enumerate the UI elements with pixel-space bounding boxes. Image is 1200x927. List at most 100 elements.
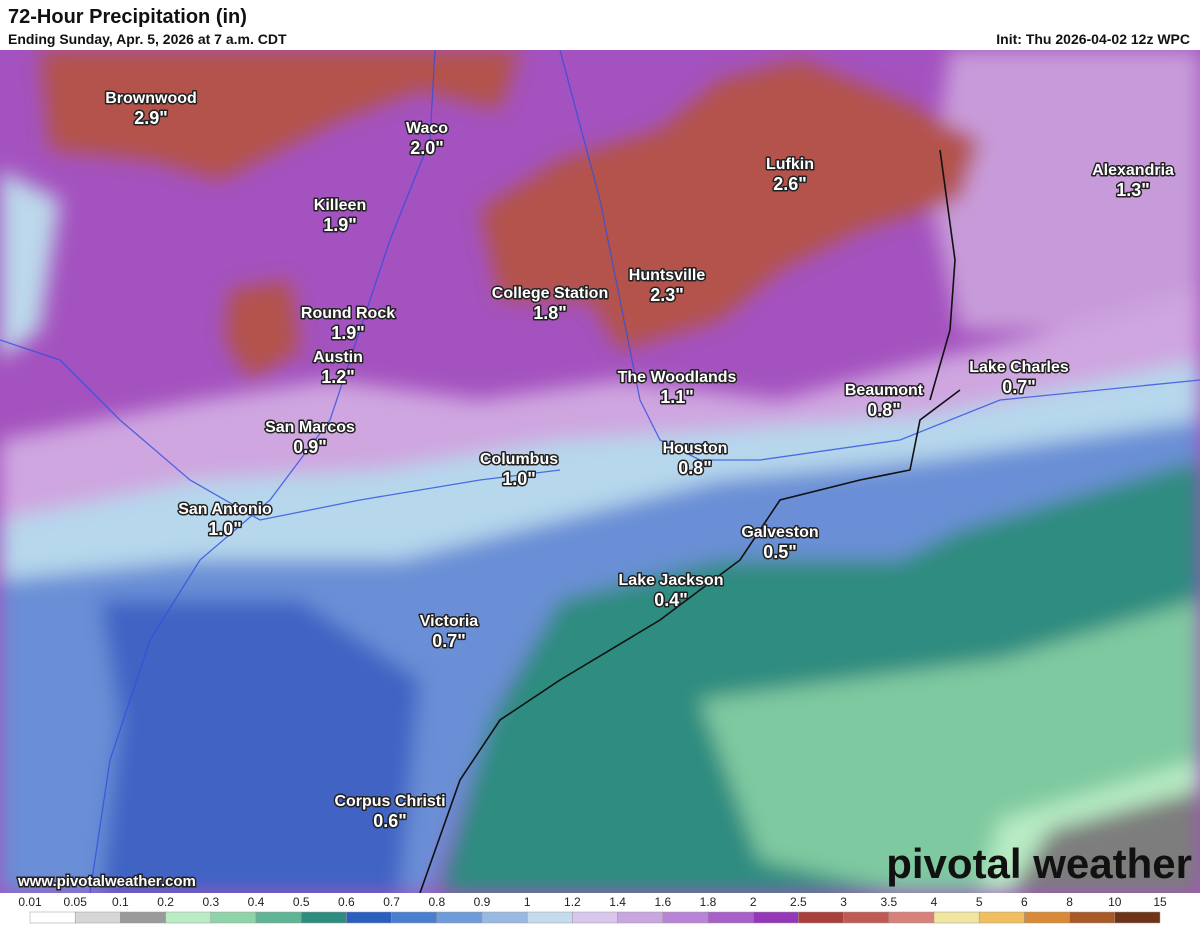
scale-swatch [165, 911, 212, 924]
scale-label: 0.5 [293, 895, 310, 909]
city-amount: 0.9" [293, 437, 327, 457]
scale-swatch [526, 911, 573, 924]
city-name: Columbus [480, 451, 558, 468]
brand: pivotal weather [886, 840, 1192, 887]
city-name: The Woodlands [618, 369, 737, 386]
scale-label: 0.6 [338, 895, 355, 909]
city-name: Victoria [420, 613, 479, 630]
city-name: Killeen [314, 197, 366, 214]
scale-label: 0.2 [157, 895, 174, 909]
scale-swatch [255, 911, 302, 924]
scale-swatch [391, 911, 438, 924]
scale-label: 1 [524, 895, 531, 909]
scale-swatch [346, 911, 392, 924]
city-amount: 1.9" [331, 323, 365, 343]
scale-swatch [662, 911, 709, 924]
city-name: Lake Charles [969, 359, 1069, 376]
scale-label: 1.4 [609, 895, 626, 909]
city-name: Corpus Christi [334, 793, 445, 810]
city-name: Galveston [741, 524, 818, 541]
city-amount: 1.2" [321, 367, 355, 387]
city-amount: 1.1" [660, 387, 694, 407]
scale-label: 6 [1021, 895, 1028, 909]
city-name: San Antonio [178, 501, 272, 518]
scale-label: 3 [840, 895, 847, 909]
scale-label: 1.6 [654, 895, 671, 909]
city-amount: 1.8" [533, 303, 567, 323]
scale-swatch [1069, 911, 1116, 924]
city-amount: 2.6" [773, 174, 807, 194]
city-amount: 0.4" [654, 590, 688, 610]
city-name: Lufkin [766, 156, 814, 173]
scale-label: 15 [1153, 895, 1167, 909]
scale-label: 1.2 [564, 895, 581, 909]
scale-swatch [933, 911, 980, 924]
precip-map [0, 50, 1200, 893]
scale-label: 0.1 [112, 895, 129, 909]
scale-label: 4 [931, 895, 938, 909]
title: 72-Hour Precipitation (in) [8, 6, 247, 28]
scale-label: 0.8 [428, 895, 445, 909]
city-labels: Brownwood2.9"Waco2.0"Killeen1.9"Lufkin2.… [104, 89, 1176, 833]
city-name: Waco [406, 120, 448, 137]
scale-label: 0.9 [474, 895, 491, 909]
scale-swatch [436, 911, 483, 924]
scale-label: 2.5 [790, 895, 807, 909]
scale-swatch [300, 911, 347, 924]
city-amount: 0.7" [1002, 377, 1036, 397]
scale-swatch [210, 911, 257, 924]
scale-swatch [572, 911, 618, 924]
city-amount: 0.6" [373, 811, 407, 831]
scale-swatch [843, 911, 890, 924]
scale-label: 5 [976, 895, 983, 909]
city-name: Brownwood [105, 90, 197, 107]
city-name: College Station [492, 285, 608, 302]
scale-label: 0.05 [64, 895, 88, 909]
scale-label: 1.8 [700, 895, 717, 909]
city-amount: 0.8" [678, 458, 712, 478]
scale-label: 0.4 [248, 895, 265, 909]
city-name: Alexandria [1092, 162, 1174, 179]
scale-label: 8 [1066, 895, 1073, 909]
city-amount: 1.9" [323, 215, 357, 235]
city-amount: 1.3" [1116, 180, 1150, 200]
scale-label: 2 [750, 895, 757, 909]
city-amount: 1.0" [208, 519, 242, 539]
city-amount: 0.7" [432, 631, 466, 651]
subtitle: Ending Sunday, Apr. 5, 2026 at 7 a.m. CD… [8, 31, 287, 47]
scale-swatch [978, 911, 1025, 924]
scale-swatch [617, 911, 664, 924]
init-time: Init: Thu 2026-04-02 12z WPC [996, 31, 1190, 47]
city-amount: 0.8" [867, 400, 901, 420]
city-amount: 1.0" [502, 469, 536, 489]
city-name: Beaumont [845, 382, 924, 399]
city-name: Lake Jackson [619, 572, 724, 589]
city-amount: 0.5" [763, 542, 797, 562]
scale-swatch [1024, 911, 1070, 924]
color-scale: 0.01 0.05 0.1 0.2 0.3 0.4 0.5 0.6 0.7 0.8 0.9 1 1.2 1… [18, 895, 1167, 924]
website: www.pivotalweather.com [17, 873, 196, 890]
scale-swatch [1114, 911, 1161, 924]
scale-label: 0.7 [383, 895, 400, 909]
scale-swatch [481, 911, 528, 924]
scale-swatch [888, 911, 935, 924]
city-amount: 2.9" [134, 108, 168, 128]
city-name: San Marcos [265, 419, 355, 436]
city-name: Round Rock [301, 305, 395, 322]
scale-label: 10 [1108, 895, 1122, 909]
city-amount: 2.3" [650, 285, 684, 305]
scale-label: 0.3 [202, 895, 219, 909]
scale-swatch [707, 911, 754, 924]
scale-swatch [752, 911, 799, 924]
city-amount: 2.0" [410, 138, 444, 158]
scale-label: 3.5 [880, 895, 897, 909]
scale-swatch [74, 911, 121, 924]
scale-label: 0.01 [18, 895, 42, 909]
city-name: Houston [663, 440, 728, 457]
city-name: Huntsville [629, 267, 706, 284]
scale-swatch [29, 911, 76, 924]
scale-swatch [120, 911, 166, 924]
scale-swatch [798, 911, 844, 924]
city-name: Austin [313, 349, 363, 366]
